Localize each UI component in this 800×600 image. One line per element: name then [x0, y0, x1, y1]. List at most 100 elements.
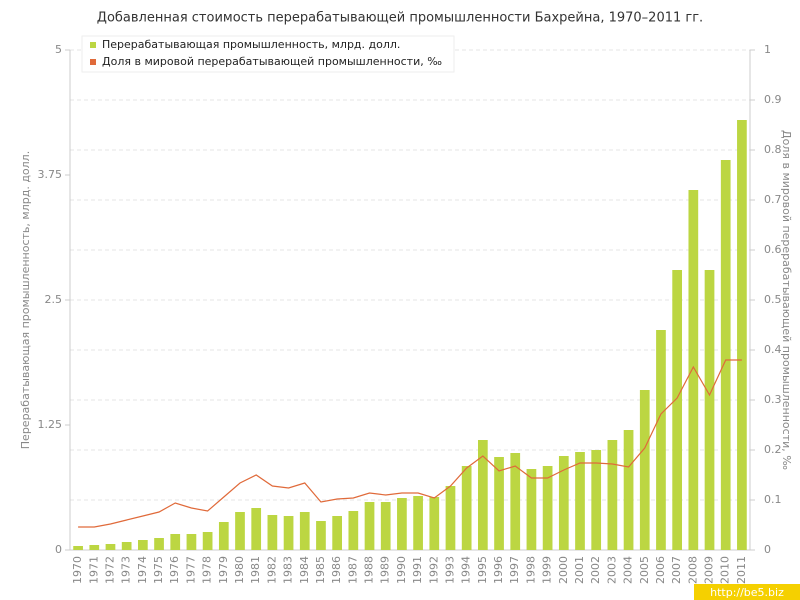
bar: [478, 440, 488, 550]
x-tick-label: 1981: [249, 556, 262, 584]
x-tick-label: 1979: [217, 556, 230, 584]
legend-swatch: [90, 59, 96, 65]
bar: [267, 515, 278, 550]
x-tick-label: 1980: [233, 556, 246, 584]
x-tick-label: 2010: [719, 556, 732, 584]
bar: [526, 469, 537, 550]
x-tick-label: 1984: [298, 556, 311, 584]
bar: [445, 486, 456, 550]
bar: [542, 466, 553, 550]
bar: [364, 502, 375, 550]
legend-box: [81, 35, 455, 73]
x-tick-label: 2000: [557, 556, 570, 584]
bar: [623, 430, 634, 550]
bar: [737, 120, 747, 550]
bar: [170, 534, 181, 550]
y-tick-label: 3.75: [38, 168, 63, 181]
watermark-bg: [694, 584, 800, 600]
x-tick-label: 1997: [508, 556, 521, 584]
bar: [283, 516, 294, 550]
x-tick-label: 1978: [201, 556, 214, 584]
chart-title: Добавленная стоимость перерабатывающей п…: [97, 11, 703, 26]
bar: [105, 544, 116, 550]
x-tick-label: 1976: [168, 556, 181, 584]
x-tick-label: 2003: [605, 556, 618, 584]
bar: [429, 497, 440, 550]
y2-tick-label: 1: [764, 43, 771, 56]
bar: [138, 540, 148, 550]
bar: [688, 190, 699, 550]
x-tick-label: 1973: [120, 556, 133, 584]
y2-tick-label: 0.7: [764, 193, 782, 206]
x-tick-label: 1990: [395, 556, 408, 584]
bar: [575, 452, 585, 550]
bar: [380, 502, 391, 550]
y2-tick-label: 0.8: [764, 143, 782, 156]
x-tick-label: 2008: [686, 556, 699, 584]
bar: [235, 512, 245, 550]
x-tick-label: 2002: [589, 556, 602, 584]
bar: [251, 508, 262, 550]
x-tick-label: 1970: [71, 556, 84, 584]
x-tick-label: 2006: [654, 556, 667, 584]
bar: [591, 450, 602, 550]
x-tick-label: 1996: [492, 556, 505, 584]
legend-label: Перерабатывающая промышленность, млрд. д…: [102, 38, 400, 51]
bar: [316, 521, 326, 550]
watermark: http://be5.biz: [710, 586, 784, 599]
x-tick-label: 1986: [330, 556, 343, 584]
x-tick-label: 1988: [363, 556, 376, 584]
x-tick-label: 1995: [476, 556, 489, 584]
bar: [186, 534, 197, 550]
x-tick-label: 2007: [670, 556, 683, 584]
bar: [332, 516, 342, 550]
y-tick-label: 2.5: [45, 293, 63, 306]
y2-tick-label: 0.6: [764, 243, 782, 256]
y2-tick-label: 0.9: [764, 93, 782, 106]
x-tick-label: 1983: [282, 556, 295, 584]
bar: [218, 522, 229, 550]
x-tick-label: 2011: [735, 556, 748, 584]
bar: [720, 160, 731, 550]
bar: [704, 270, 715, 550]
y2-tick-label: 0: [764, 543, 771, 556]
bar: [202, 532, 213, 550]
x-tick-label: 1994: [460, 556, 473, 584]
y-tick-label: 5: [55, 43, 62, 56]
x-tick-label: 1993: [443, 556, 456, 584]
legend-label: Доля в мировой перерабатывающей промышле…: [102, 55, 442, 68]
x-tick-label: 1982: [265, 556, 278, 584]
y2-tick-label: 0.2: [764, 443, 782, 456]
bar: [510, 453, 521, 550]
y-tick-label: 1.25: [38, 418, 63, 431]
bar: [413, 496, 423, 550]
bar: [348, 511, 359, 550]
bar: [639, 390, 650, 550]
x-tick-label: 1975: [152, 556, 165, 584]
y2-tick-label: 0.4: [764, 343, 782, 356]
legend-swatch: [90, 42, 96, 48]
bar: [121, 542, 132, 550]
y-axis-label: Перерабатывающая промышленность, млрд. д…: [19, 151, 32, 449]
bar: [607, 440, 618, 550]
x-tick-label: 1987: [346, 556, 359, 584]
x-tick-label: 1989: [379, 556, 392, 584]
x-tick-label: 2009: [703, 556, 716, 584]
bar: [672, 270, 682, 550]
x-tick-label: 1971: [87, 556, 100, 584]
y2-tick-label: 0.3: [764, 393, 782, 406]
x-tick-label: 1999: [541, 556, 554, 584]
x-tick-label: 1974: [136, 556, 149, 584]
bar: [154, 538, 164, 550]
bar: [558, 456, 569, 550]
x-tick-label: 1972: [103, 556, 116, 584]
y-tick-label: 0: [55, 543, 62, 556]
bar: [89, 545, 100, 550]
y2-tick-label: 0.1: [764, 493, 782, 506]
bar: [73, 546, 83, 550]
y2-tick-label: 0.5: [764, 293, 782, 306]
x-tick-label: 1985: [314, 556, 327, 584]
x-tick-label: 2001: [573, 556, 586, 584]
bar: [299, 512, 310, 550]
